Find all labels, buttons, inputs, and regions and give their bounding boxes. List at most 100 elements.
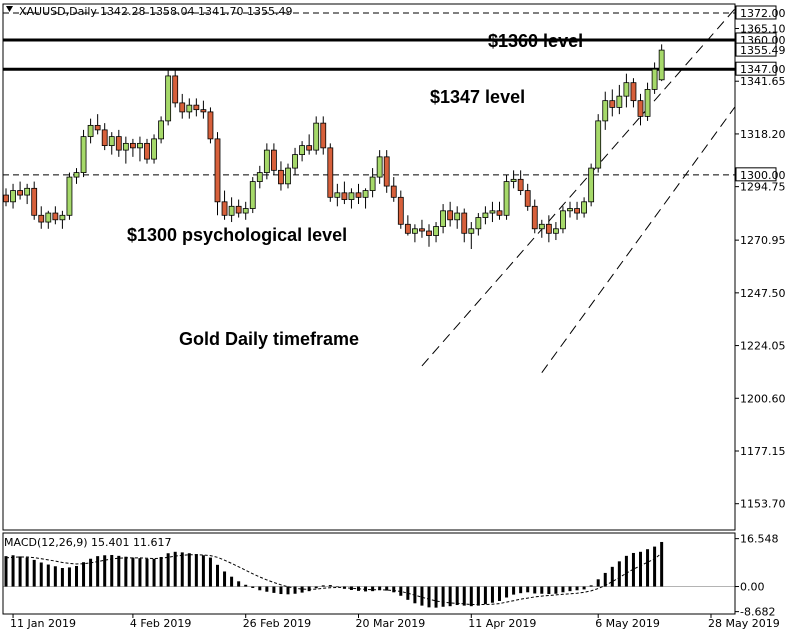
- macd-bar: [441, 586, 445, 607]
- y-tick-box: [735, 5, 777, 20]
- candle-body: [538, 223, 545, 230]
- macd-bar: [660, 541, 664, 587]
- candle: [228, 197, 235, 223]
- candle: [461, 208, 468, 243]
- candle-body: [38, 214, 45, 223]
- y-tick-label: 1355.49: [740, 44, 786, 57]
- candle: [221, 190, 228, 220]
- candle-body: [299, 145, 306, 156]
- candle-body: [80, 136, 87, 173]
- candle: [341, 181, 348, 205]
- annotation-1360: $1360 level: [488, 31, 583, 51]
- macd-bar: [124, 556, 128, 587]
- y-tick-label: 1341.65: [740, 75, 786, 88]
- macd-bar: [448, 586, 452, 607]
- candle: [419, 219, 425, 238]
- macd-bar: [293, 586, 297, 594]
- candle-body: [320, 122, 327, 149]
- candle: [122, 136, 129, 164]
- candle: [447, 201, 454, 227]
- candle: [137, 136, 143, 162]
- candle-body: [419, 228, 425, 232]
- candle: [327, 143, 334, 202]
- macd-bar: [631, 552, 635, 587]
- candle: [94, 114, 101, 135]
- candle-body: [355, 192, 362, 198]
- macd-bar: [265, 586, 269, 592]
- macd-bar: [53, 566, 57, 587]
- candle: [299, 141, 306, 162]
- x-tick-label: 20 Mar 2019: [356, 617, 426, 630]
- candle: [24, 183, 31, 205]
- macd-bar: [335, 586, 339, 588]
- x-tick-label: 11 Apr 2019: [468, 617, 536, 630]
- candle-body: [270, 149, 277, 171]
- candle-body: [348, 192, 355, 200]
- candle: [207, 107, 214, 144]
- macd-bar: [300, 586, 304, 593]
- macd-bar: [4, 556, 8, 587]
- macd-bar: [173, 551, 177, 587]
- candle-body: [256, 172, 263, 182]
- candle: [179, 93, 186, 119]
- candle-body: [553, 228, 559, 234]
- candle: [644, 82, 651, 121]
- candle-body: [644, 89, 651, 117]
- annotation-1300: $1300 psychological level: [127, 225, 347, 245]
- channel-line-1: [541, 105, 735, 373]
- macd-bar: [138, 558, 142, 587]
- candle-body: [129, 142, 136, 149]
- macd-bar: [547, 586, 551, 595]
- macd-bar: [75, 565, 78, 587]
- macd-bar: [490, 586, 494, 603]
- candle: [278, 161, 284, 191]
- candle: [609, 89, 616, 117]
- candle-body: [595, 120, 602, 169]
- macd-bar: [25, 557, 29, 587]
- x-tick-label: 4 Feb 2019: [130, 617, 191, 630]
- candle: [595, 114, 602, 173]
- price-frame: [2, 3, 736, 531]
- dropdown-icon: [6, 6, 13, 12]
- candle-body: [3, 194, 9, 203]
- macd-bar: [462, 586, 466, 606]
- candle: [101, 123, 108, 151]
- candle: [59, 210, 66, 229]
- macd-frame: [2, 532, 736, 615]
- candle-body: [52, 212, 59, 221]
- candle: [588, 163, 595, 207]
- candle: [334, 183, 341, 207]
- candle: [165, 69, 172, 126]
- candle-body: [616, 95, 623, 108]
- candle-body: [524, 190, 531, 207]
- y-tick-label: 1247.50: [740, 287, 786, 300]
- candle: [242, 201, 249, 220]
- y-tick-box: [735, 42, 777, 57]
- candle-body: [108, 136, 115, 147]
- candle-body: [397, 196, 404, 225]
- candle-body: [390, 185, 397, 198]
- macd-bar: [498, 586, 501, 601]
- candle-body: [59, 214, 66, 221]
- candle: [560, 206, 566, 234]
- macd-bar: [653, 546, 657, 587]
- candle-body: [179, 102, 186, 113]
- candle: [524, 183, 531, 211]
- macd-bar: [244, 584, 248, 587]
- macd-bar: [272, 586, 276, 593]
- candle-body: [115, 136, 122, 151]
- candle-body: [404, 223, 411, 234]
- candle: [200, 100, 207, 119]
- candle-body: [545, 223, 552, 234]
- candle: [285, 163, 291, 189]
- candle: [496, 201, 503, 220]
- candle: [355, 183, 362, 205]
- candle-body: [235, 205, 242, 214]
- candle-body: [172, 75, 179, 104]
- candle: [489, 201, 496, 223]
- price-panel: [3, 8, 735, 373]
- candle: [362, 188, 369, 209]
- y-tick-label: 1153.70: [740, 498, 786, 511]
- macd-bar: [131, 557, 135, 587]
- candle-body: [101, 129, 108, 147]
